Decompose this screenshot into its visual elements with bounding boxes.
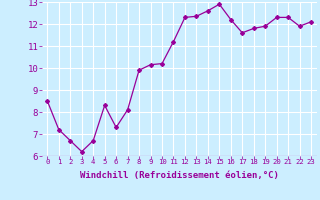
- X-axis label: Windchill (Refroidissement éolien,°C): Windchill (Refroidissement éolien,°C): [80, 171, 279, 180]
